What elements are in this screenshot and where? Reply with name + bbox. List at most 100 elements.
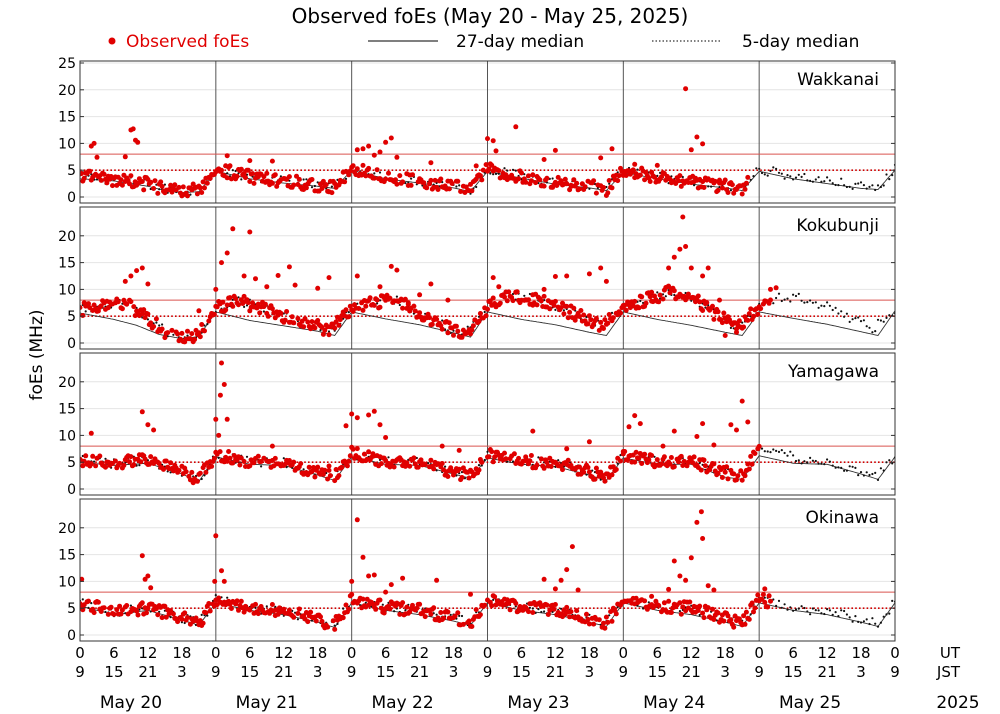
observed-point (366, 412, 372, 418)
median5-point (865, 325, 868, 328)
median5-point (857, 182, 860, 185)
observed-point (387, 295, 393, 301)
observed-point (148, 454, 154, 460)
observed-point (668, 455, 674, 460)
median5-point (333, 624, 336, 627)
observed-point (156, 461, 162, 467)
observed-point (636, 455, 642, 461)
x-tick-label-jst: 9 (211, 663, 221, 681)
observed-point (482, 602, 488, 608)
observed-point (90, 453, 96, 459)
observed-point (719, 475, 725, 480)
observed-point (476, 467, 482, 473)
observed-point (211, 311, 217, 317)
observed-point (219, 568, 224, 574)
observed-point (639, 461, 645, 466)
median5-point (302, 468, 305, 471)
observed-point (179, 616, 185, 622)
observed-point (217, 449, 223, 455)
median5-point (494, 172, 498, 175)
observed-point (666, 586, 672, 592)
median5-point (158, 324, 161, 327)
x-tick-label-ut: 0 (75, 644, 85, 662)
observed-point (538, 298, 544, 304)
panel-frame (79, 498, 896, 642)
observed-point (350, 309, 356, 314)
median5-point (789, 450, 792, 453)
observed-point (765, 604, 771, 610)
observed-point (756, 443, 762, 449)
observed-point (513, 600, 519, 606)
x-tick-label-ut: 6 (653, 644, 663, 662)
observed-point (452, 613, 458, 619)
observed-point (168, 608, 174, 614)
observed-point (400, 179, 406, 185)
observed-point (80, 463, 86, 469)
observed-point (700, 179, 706, 185)
observed-point (734, 427, 739, 433)
observed-point (528, 453, 534, 458)
median5-point (837, 466, 840, 469)
median5-point (786, 608, 789, 611)
median5-point (837, 184, 840, 187)
observed-point (148, 179, 154, 185)
observed-point (179, 330, 185, 336)
median5-point (234, 169, 237, 173)
median5-point (876, 478, 880, 481)
median5-point (104, 610, 107, 614)
observed-point (659, 174, 664, 180)
median5-point (820, 462, 823, 465)
observed-point (762, 586, 768, 592)
observed-point (326, 275, 332, 281)
observed-point (245, 167, 251, 173)
observed-point (422, 614, 428, 620)
observed-point (497, 300, 503, 306)
observed-point (486, 166, 492, 172)
observed-point (526, 173, 531, 179)
observed-point (284, 309, 290, 314)
median5-point (245, 455, 249, 458)
x-tick-label-jst: 15 (376, 663, 395, 681)
observed-point (269, 306, 275, 312)
observed-point (649, 289, 655, 295)
median5-point (155, 321, 158, 324)
observed-point (428, 177, 434, 183)
observed-point (163, 458, 169, 464)
observed-point (381, 610, 387, 616)
observed-point (503, 456, 509, 462)
observed-point (642, 451, 648, 457)
observed-point (122, 278, 128, 284)
observed-point (468, 591, 473, 597)
observed-point (194, 478, 200, 484)
observed-point (429, 321, 435, 327)
x-tick-label-jst: 15 (512, 663, 531, 681)
median5-point (180, 621, 183, 624)
median5-point (837, 312, 840, 315)
observed-point (272, 455, 278, 461)
observed-point (278, 310, 284, 316)
observed-point (704, 300, 710, 306)
y-tick-label: 0 (67, 628, 76, 644)
observed-point (296, 606, 302, 612)
observed-point (678, 453, 684, 459)
y-tick-label: 0 (67, 482, 76, 498)
observed-point (347, 453, 353, 459)
median5-point (775, 296, 778, 300)
median5-point (806, 179, 809, 182)
observed-point (687, 599, 693, 605)
observed-point (428, 611, 434, 617)
observed-point (717, 297, 722, 303)
observed-point (547, 306, 553, 312)
observed-point (424, 185, 430, 191)
observed-point (480, 167, 486, 173)
median5-point (327, 330, 331, 333)
observed-point (320, 471, 326, 477)
median5-point (760, 447, 764, 450)
observed-point (470, 323, 476, 329)
median5-point (777, 599, 781, 603)
observed-point (428, 281, 434, 287)
median5-point (820, 304, 823, 307)
median5-point (857, 620, 860, 624)
legend-median27-label: 27-day median (456, 32, 584, 52)
observed-point (360, 596, 366, 602)
